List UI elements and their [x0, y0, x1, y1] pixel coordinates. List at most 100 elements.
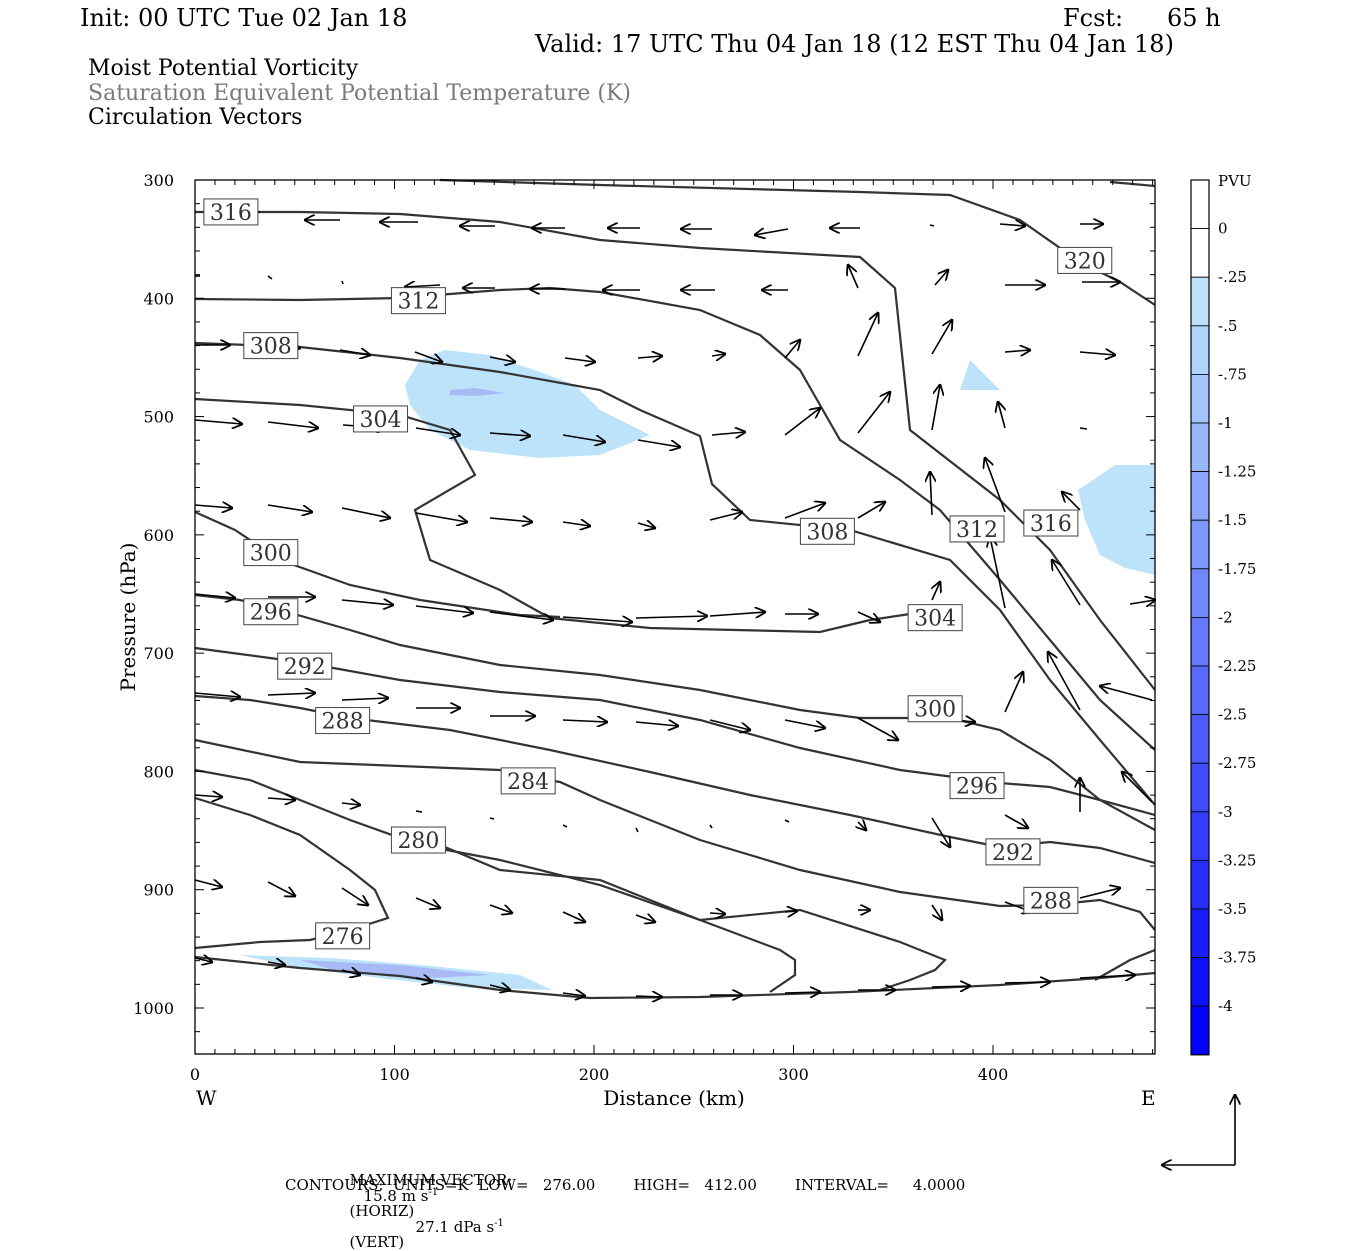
contour-label: 316 — [203, 198, 259, 226]
valid-time: Valid: 17 UTC Thu 04 Jan 18 (12 EST Thu … — [535, 30, 1174, 58]
svg-text:304: 304 — [914, 607, 956, 632]
y-tick-label: 600 — [143, 526, 174, 545]
max-vector-readout: MAXIMUM VECTOR: 15.8 m s-1 (HORIZ) 27.1 … — [340, 1158, 513, 1250]
pv-region-midlevel — [405, 350, 650, 458]
svg-text:296: 296 — [956, 775, 998, 800]
contour-label: 296 — [243, 598, 299, 626]
contour-label: 296 — [949, 772, 1005, 800]
colorbar-swatch — [1190, 228, 1210, 278]
contour-label: 276 — [315, 922, 371, 950]
colorbar-label: -1.25 — [1218, 463, 1256, 481]
contour-label: 300 — [243, 539, 299, 567]
colorbar-swatch — [1190, 471, 1210, 521]
contour-label: 280 — [390, 826, 446, 854]
colorbar-swatch — [1190, 811, 1210, 861]
y-tick-label: 300 — [143, 171, 174, 190]
field-title-mpv: Moist Potential Vorticity — [88, 56, 359, 81]
horiz-tag: (HORIZ) — [349, 1202, 415, 1220]
colorbar-label: -4 — [1218, 997, 1233, 1015]
field-title-theta-es: Saturation Equivalent Potential Temperat… — [88, 81, 631, 106]
colorbar-label: -.25 — [1218, 268, 1247, 286]
colorbar-label: -2.25 — [1218, 657, 1256, 675]
colorbar-title: PVU — [1218, 172, 1252, 190]
contour-label: 304 — [353, 405, 409, 433]
colorbar-swatch — [1190, 276, 1210, 327]
vert-exponent: -1 — [494, 1218, 504, 1229]
colorbar-label: -3 — [1218, 803, 1233, 821]
svg-text:312: 312 — [956, 518, 998, 543]
x-axis: 0 100 200 300 400 — [190, 1065, 1008, 1084]
contour-label: 300 — [907, 695, 963, 723]
svg-text:316: 316 — [210, 201, 252, 226]
x-tick-label: 400 — [978, 1065, 1009, 1084]
colorbar-label: -3.5 — [1218, 900, 1247, 918]
forecast-hour: 65 h — [1167, 4, 1221, 32]
svg-text:292: 292 — [284, 655, 326, 680]
pv-region-upper-right — [960, 360, 1000, 390]
contour-label: 320 — [1057, 246, 1113, 274]
contour-label: 288 — [1023, 886, 1079, 914]
horiz-exponent: -1 — [428, 1187, 439, 1198]
svg-text:276: 276 — [322, 925, 364, 950]
reference-vector — [1162, 1095, 1235, 1165]
contour-label: 292 — [277, 652, 333, 680]
y-axis: 300 400 500 600 700 800 900 1000 — [133, 171, 174, 1018]
y-tick-label: 700 — [143, 644, 174, 663]
contour-label: 292 — [985, 838, 1041, 866]
colorbar-label: -1.5 — [1218, 511, 1247, 529]
contour-label: 288 — [315, 707, 371, 735]
colorbar-swatch — [1190, 714, 1210, 764]
max-vector-vert: 27.1 dPa s — [415, 1218, 495, 1236]
contour-label: 304 — [907, 604, 963, 632]
svg-text:316: 316 — [1030, 512, 1072, 537]
cross-section-chart: 316 320 312 308 304 308 312 316 300 296 304 292 288 3… — [116, 171, 1256, 1200]
west-end-label: W — [196, 1086, 217, 1110]
colorbar-label: -2.5 — [1218, 706, 1247, 724]
svg-text:308: 308 — [250, 335, 292, 360]
contour-label: 284 — [500, 767, 556, 795]
colorbar-label: -.5 — [1218, 317, 1237, 335]
colorbar-label: -1 — [1218, 414, 1233, 432]
colorbar: PVU 0 -.25 -.5 -.75 -1 -1.25 -1.5 -1.75 -2 -2.25 -2… — [1190, 172, 1256, 1056]
y-tick-label: 800 — [143, 762, 174, 781]
plot-frame — [194, 179, 1156, 1055]
pv-region-midlevel-core — [450, 388, 505, 396]
svg-text:320: 320 — [1064, 249, 1106, 274]
east-end-label: E — [1141, 1086, 1156, 1110]
circulation-vectors — [194, 212, 1155, 997]
colorbar-label: -1.75 — [1218, 560, 1256, 578]
svg-text:308: 308 — [806, 520, 848, 545]
colorbar-label: -3.25 — [1218, 851, 1256, 869]
pv-shading — [240, 350, 1155, 990]
colorbar-swatch — [1190, 908, 1210, 958]
svg-text:304: 304 — [360, 408, 402, 433]
x-tick-label: 100 — [379, 1065, 410, 1084]
forecast-label: Fcst: — [1063, 4, 1124, 32]
colorbar-swatch — [1190, 957, 1210, 1007]
colorbar-label: -2 — [1218, 608, 1233, 626]
colorbar-swatch — [1190, 373, 1210, 424]
colorbar-swatch — [1190, 665, 1210, 715]
y-tick-label: 500 — [143, 408, 174, 427]
contour-label: 312 — [390, 287, 446, 315]
colorbar-swatch — [1190, 568, 1210, 618]
x-tick-label: 0 — [190, 1065, 200, 1084]
y-tick-label: 1000 — [133, 999, 174, 1018]
init-time: Init: 00 UTC Tue 02 Jan 18 — [80, 4, 408, 32]
x-axis-label: Distance (km) — [603, 1086, 745, 1110]
colorbar-swatch — [1190, 325, 1210, 375]
x-tick-label: 200 — [579, 1065, 610, 1084]
svg-text:288: 288 — [322, 710, 364, 735]
svg-text:300: 300 — [250, 542, 292, 567]
colorbar-label: 0 — [1218, 220, 1228, 238]
y-tick-label: 400 — [143, 289, 174, 308]
field-title-vectors: Circulation Vectors — [88, 105, 303, 130]
x-tick-label: 300 — [778, 1065, 809, 1084]
colorbar-swatch — [1190, 762, 1210, 813]
colorbar-swatch — [1190, 179, 1210, 229]
y-axis-label: Pressure (hPa) — [116, 543, 140, 692]
svg-text:312: 312 — [397, 290, 439, 315]
colorbar-swatch — [1190, 1005, 1210, 1056]
contour-label: 308 — [243, 332, 299, 360]
svg-text:288: 288 — [1030, 889, 1072, 914]
